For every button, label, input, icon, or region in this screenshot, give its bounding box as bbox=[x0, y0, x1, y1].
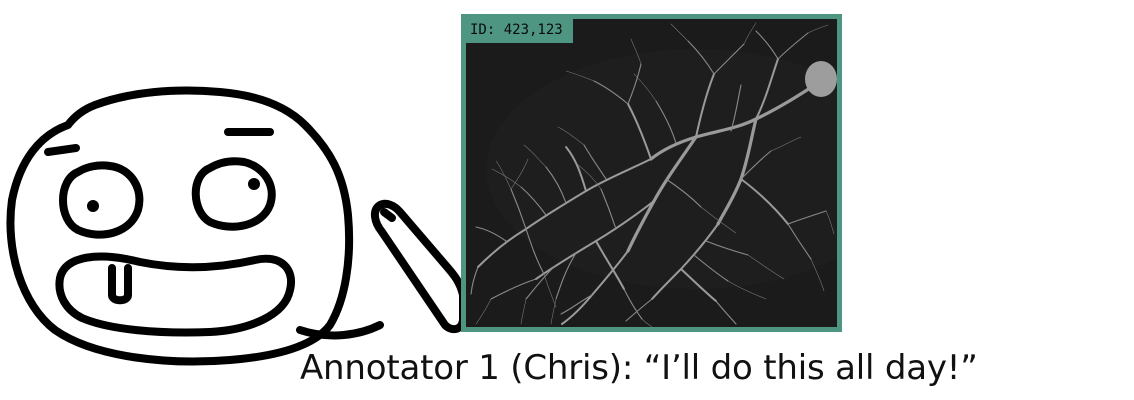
right-eye-icon bbox=[191, 157, 276, 231]
left-eye-icon bbox=[59, 161, 144, 239]
mouth-icon bbox=[55, 252, 296, 337]
right-pupil-icon bbox=[248, 178, 260, 190]
neuron-image-panel: ID: 423,123 bbox=[461, 14, 842, 332]
left-pupil-icon bbox=[87, 200, 99, 212]
soma bbox=[805, 61, 837, 97]
image-id-label: ID: 423,123 bbox=[466, 19, 573, 43]
left-eyebrow-icon bbox=[44, 144, 80, 156]
head-outline bbox=[6, 86, 354, 366]
tooth-icon bbox=[108, 264, 132, 305]
pen-icon bbox=[371, 199, 467, 334]
annotator-caption: Annotator 1 (Chris): “I’ll do this all d… bbox=[300, 348, 978, 388]
annotator-cartoon-face bbox=[6, 86, 467, 366]
cheek-line bbox=[296, 321, 384, 340]
pen-tip-line bbox=[380, 208, 396, 222]
neuron-micrograph bbox=[466, 19, 837, 327]
